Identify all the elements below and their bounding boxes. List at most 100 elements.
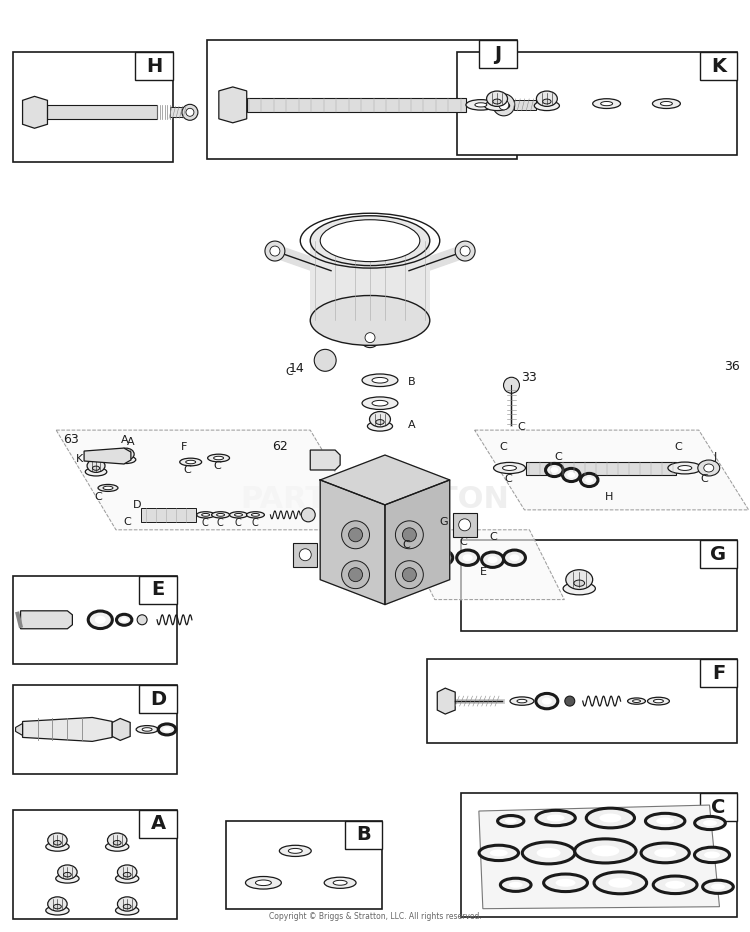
Ellipse shape <box>395 561 423 589</box>
Ellipse shape <box>48 897 68 911</box>
Ellipse shape <box>53 841 62 845</box>
Ellipse shape <box>592 845 620 857</box>
Polygon shape <box>20 610 72 629</box>
Ellipse shape <box>574 580 584 586</box>
Bar <box>453 513 476 537</box>
Ellipse shape <box>372 401 388 406</box>
Ellipse shape <box>265 241 285 261</box>
Ellipse shape <box>510 697 534 706</box>
Ellipse shape <box>362 397 398 409</box>
Text: C: C <box>217 518 223 528</box>
Ellipse shape <box>574 839 636 863</box>
Ellipse shape <box>599 814 621 823</box>
Ellipse shape <box>245 876 281 889</box>
Ellipse shape <box>482 552 503 568</box>
Ellipse shape <box>116 456 136 463</box>
Ellipse shape <box>537 848 560 857</box>
Text: 36: 36 <box>724 361 740 374</box>
Ellipse shape <box>116 614 132 625</box>
Text: C: C <box>184 465 191 475</box>
Ellipse shape <box>494 462 526 473</box>
Ellipse shape <box>341 521 370 549</box>
Ellipse shape <box>647 697 670 705</box>
Ellipse shape <box>116 874 139 884</box>
Bar <box>458 52 737 155</box>
Ellipse shape <box>567 472 575 478</box>
Ellipse shape <box>333 881 347 885</box>
Ellipse shape <box>493 94 514 116</box>
Polygon shape <box>310 450 340 470</box>
Text: PARTSTHATTON: PARTSTHATTON <box>241 486 509 514</box>
Ellipse shape <box>503 466 517 471</box>
Bar <box>13 685 177 774</box>
Polygon shape <box>475 430 748 510</box>
Ellipse shape <box>376 419 384 424</box>
Ellipse shape <box>509 882 523 888</box>
Bar <box>136 52 173 80</box>
Ellipse shape <box>270 246 280 256</box>
Ellipse shape <box>417 532 439 541</box>
Bar <box>526 462 676 475</box>
Ellipse shape <box>499 100 508 110</box>
Text: D: D <box>150 690 166 708</box>
Ellipse shape <box>137 615 147 624</box>
Bar <box>13 576 177 664</box>
Ellipse shape <box>542 698 552 705</box>
Ellipse shape <box>493 99 501 104</box>
Text: C: C <box>460 537 467 547</box>
Ellipse shape <box>536 91 557 106</box>
Text: C: C <box>674 442 682 452</box>
Text: C: C <box>500 442 507 452</box>
Ellipse shape <box>592 99 620 108</box>
Ellipse shape <box>653 699 664 703</box>
Bar <box>170 107 188 117</box>
Ellipse shape <box>608 878 632 888</box>
Ellipse shape <box>118 897 137 911</box>
Text: A: A <box>151 815 166 833</box>
Ellipse shape <box>370 412 391 427</box>
Ellipse shape <box>163 727 171 732</box>
Ellipse shape <box>703 880 734 894</box>
Ellipse shape <box>424 531 431 535</box>
Ellipse shape <box>320 220 420 262</box>
Ellipse shape <box>123 904 131 909</box>
Ellipse shape <box>365 333 375 343</box>
Ellipse shape <box>455 241 475 261</box>
Ellipse shape <box>256 880 272 885</box>
Text: C: C <box>251 518 258 528</box>
Ellipse shape <box>196 512 214 518</box>
Text: C: C <box>700 474 709 484</box>
Ellipse shape <box>632 700 640 703</box>
Text: B: B <box>356 826 371 844</box>
Text: E: E <box>479 567 487 577</box>
Bar <box>140 685 177 713</box>
Polygon shape <box>219 87 247 123</box>
Text: C: C <box>518 422 525 432</box>
Ellipse shape <box>654 848 676 857</box>
Polygon shape <box>16 723 22 735</box>
Ellipse shape <box>547 815 565 821</box>
Ellipse shape <box>704 464 714 472</box>
Ellipse shape <box>517 699 527 703</box>
Ellipse shape <box>580 473 598 487</box>
Ellipse shape <box>694 816 725 829</box>
Text: F: F <box>712 664 725 683</box>
Ellipse shape <box>118 865 137 879</box>
Ellipse shape <box>556 879 575 887</box>
Bar <box>514 100 535 110</box>
Ellipse shape <box>534 101 560 111</box>
Ellipse shape <box>48 833 68 847</box>
Ellipse shape <box>53 904 62 909</box>
Polygon shape <box>478 805 719 909</box>
Ellipse shape <box>56 874 79 884</box>
Ellipse shape <box>64 872 71 877</box>
Ellipse shape <box>123 872 131 877</box>
Ellipse shape <box>186 460 196 464</box>
Ellipse shape <box>479 845 518 860</box>
Ellipse shape <box>94 616 106 624</box>
Ellipse shape <box>288 848 302 854</box>
Ellipse shape <box>186 108 194 116</box>
Ellipse shape <box>98 485 118 491</box>
Ellipse shape <box>509 555 520 561</box>
Ellipse shape <box>601 102 613 105</box>
